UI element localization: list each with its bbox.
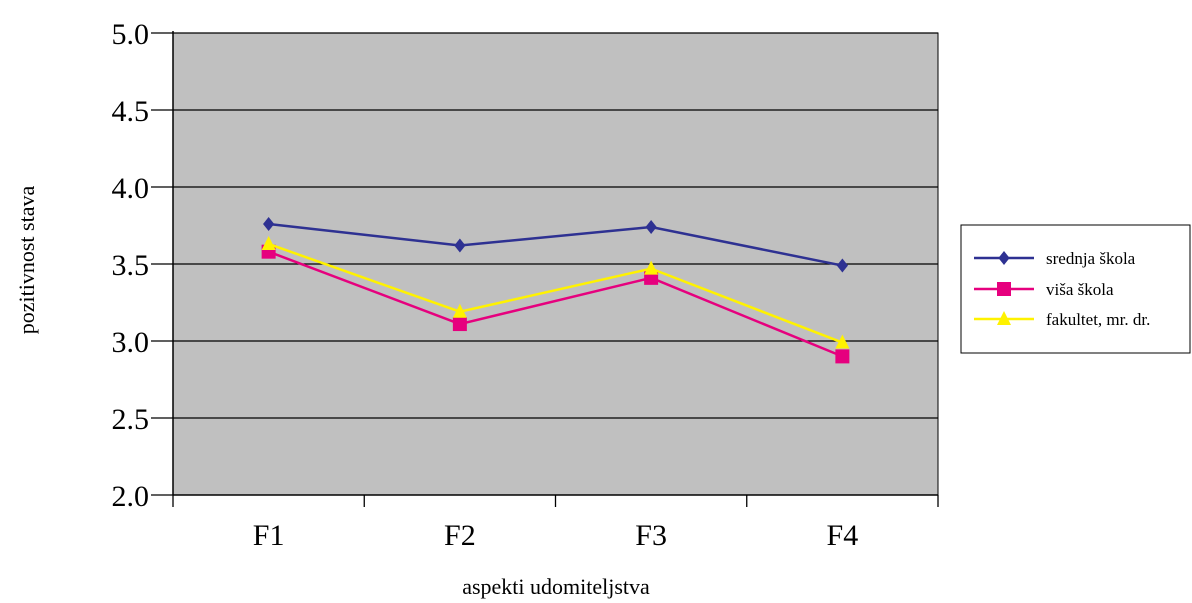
triangle-marker xyxy=(997,311,1011,325)
triangle-marker xyxy=(261,235,276,250)
x-tick-labels: F1 F2 F3 F4 xyxy=(253,519,858,552)
x-tick-label: F3 xyxy=(635,519,667,552)
x-tick-label: F2 xyxy=(444,519,476,552)
series-line xyxy=(268,222,843,267)
series-diamond xyxy=(263,216,848,273)
legend-label: srednja škola xyxy=(1046,249,1136,268)
y-tick-label: 4.0 xyxy=(112,172,150,205)
legend-label: viša škola xyxy=(1046,280,1114,299)
triangle-marker xyxy=(835,334,850,349)
legend-item: fakultet, mr. dr. xyxy=(974,310,1150,329)
triangle-marker xyxy=(644,260,659,275)
diamond-marker xyxy=(263,216,275,231)
y-axis-title: pozitivnost stava xyxy=(14,186,39,335)
series-line xyxy=(268,242,843,344)
diamond-marker xyxy=(998,251,1010,265)
square-marker xyxy=(835,349,850,364)
axes xyxy=(151,31,939,507)
y-tick-label: 2.5 xyxy=(112,403,150,436)
y-tick-label: 4.5 xyxy=(112,95,150,128)
series-line xyxy=(268,250,843,358)
y-tick-labels: 5.0 4.5 4.0 3.5 3.0 2.5 2.0 xyxy=(112,18,150,513)
legend-item: srednja škola xyxy=(974,249,1136,268)
y-tick-label: 3.5 xyxy=(112,249,150,282)
y-tick-label: 2.0 xyxy=(112,480,150,513)
diamond-marker xyxy=(836,258,848,273)
triangle-marker xyxy=(452,303,467,318)
legend-label: fakultet, mr. dr. xyxy=(1046,310,1150,329)
diamond-marker xyxy=(645,220,657,235)
y-tick-label: 3.0 xyxy=(112,326,150,359)
diamond-marker xyxy=(454,238,466,253)
square-marker xyxy=(452,317,467,332)
y-tick-label: 5.0 xyxy=(112,18,150,51)
legend-item: viša škola xyxy=(974,280,1114,299)
x-tick-label: F1 xyxy=(253,519,285,552)
x-axis-title: aspekti udomiteljstva xyxy=(462,574,650,599)
series-lines xyxy=(261,216,850,364)
x-tick-label: F4 xyxy=(827,519,859,552)
series-triangle xyxy=(261,235,850,349)
legend: srednja škola viša škola fakultet, mr. dr. xyxy=(960,224,1191,354)
square-marker xyxy=(997,282,1011,296)
gridlines xyxy=(173,32,938,419)
